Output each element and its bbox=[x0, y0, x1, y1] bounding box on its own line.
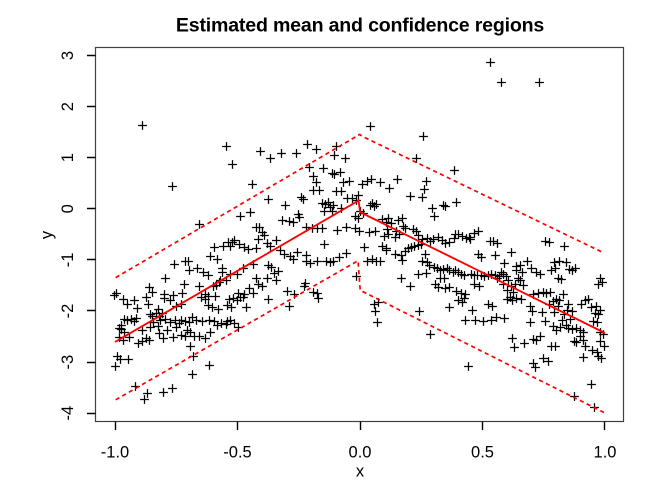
svg-text:1: 1 bbox=[59, 153, 77, 162]
svg-text:-3: -3 bbox=[59, 355, 77, 370]
svg-text:2: 2 bbox=[59, 102, 77, 111]
svg-text:-2: -2 bbox=[59, 304, 77, 319]
svg-text:-0.5: -0.5 bbox=[223, 444, 251, 462]
svg-text:0.0: 0.0 bbox=[349, 444, 372, 462]
svg-text:1.0: 1.0 bbox=[594, 444, 617, 462]
svg-text:0.5: 0.5 bbox=[471, 444, 494, 462]
svg-text:-1.0: -1.0 bbox=[101, 444, 129, 462]
svg-text:x: x bbox=[356, 463, 365, 480]
svg-text:y: y bbox=[38, 230, 56, 239]
svg-text:Estimated mean and confidence: Estimated mean and confidence regions bbox=[176, 15, 545, 37]
svg-text:-1: -1 bbox=[59, 253, 77, 268]
svg-text:3: 3 bbox=[59, 51, 77, 60]
svg-text:-4: -4 bbox=[59, 406, 77, 421]
svg-text:0: 0 bbox=[59, 204, 77, 213]
